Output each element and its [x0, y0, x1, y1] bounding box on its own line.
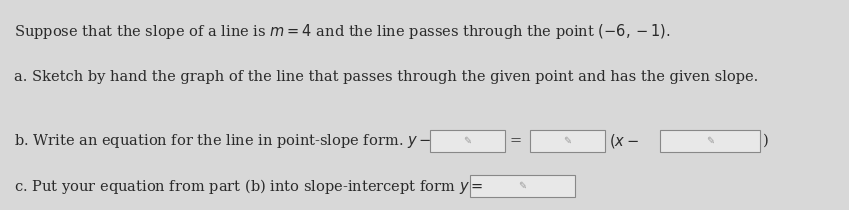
Text: ✎: ✎: [706, 136, 714, 146]
Text: ✎: ✎: [519, 181, 526, 191]
FancyBboxPatch shape: [530, 130, 605, 152]
Text: =: =: [510, 134, 522, 148]
Text: ): ): [763, 134, 768, 148]
FancyBboxPatch shape: [430, 130, 505, 152]
Text: Suppose that the slope of a line is $m=4$ and the line passes through the point : Suppose that the slope of a line is $m=4…: [14, 22, 671, 41]
FancyBboxPatch shape: [470, 175, 575, 197]
Text: a. Sketch by hand the graph of the line that passes through the given point and : a. Sketch by hand the graph of the line …: [14, 70, 758, 84]
Text: ✎: ✎: [464, 136, 471, 146]
Text: ✎: ✎: [564, 136, 571, 146]
FancyBboxPatch shape: [660, 130, 760, 152]
Text: c. Put your equation from part (b) into slope-intercept form $y=$: c. Put your equation from part (b) into …: [14, 176, 483, 196]
Text: $(x-$: $(x-$: [609, 132, 639, 150]
Text: b. Write an equation for the line in point-slope form. $y-$: b. Write an equation for the line in poi…: [14, 132, 431, 150]
